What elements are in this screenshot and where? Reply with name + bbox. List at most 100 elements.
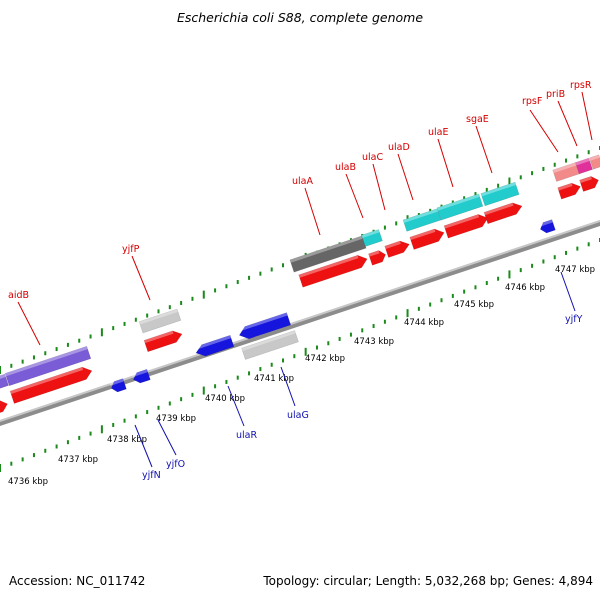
gene-label-leader [557, 100, 578, 147]
gene-label-leader [134, 424, 153, 468]
feature-block-priB [575, 157, 593, 175]
accession-text: Accession: NC_011742 [9, 574, 146, 588]
scale-tick-label: 4742 kbp [305, 354, 345, 364]
forward-gene-shine [444, 214, 480, 229]
gene-label-leader [345, 173, 364, 219]
scale-tick-label: 4737 kbp [58, 455, 98, 465]
forward-gene-shine [144, 330, 174, 344]
forward-gene-shine [384, 241, 401, 249]
forward-gene-shine [368, 250, 380, 257]
reverse-gene [241, 330, 299, 360]
gene-label-leader [304, 187, 321, 236]
forward-gene [9, 366, 93, 404]
page-title: Escherichia coli S88, complete genome [176, 10, 424, 25]
scale-tick-label: 4746 kbp [505, 283, 545, 293]
gene-label-rpsR: rpsR [570, 80, 592, 91]
forward-gene [483, 202, 523, 225]
feature-block-yjfP-body [138, 308, 182, 334]
gene-label-leader [227, 385, 245, 427]
feature-block-shine [0, 374, 6, 382]
feature-block-rpsF-body [552, 162, 580, 182]
reverse-gene-body [133, 368, 151, 384]
reverse-gene-body [110, 378, 127, 393]
feature-block-ulaB [361, 229, 383, 247]
forward-gene-shine [579, 176, 592, 183]
scale-tick-label: 4741 kbp [254, 374, 294, 384]
scale-tick-label: 4747 kbp [555, 265, 595, 275]
feature-block-sgaE-body [480, 181, 520, 207]
scale-tick-label: 4744 kbp [404, 318, 444, 328]
forward-gene [368, 250, 386, 266]
forward-gene-body [579, 176, 599, 192]
reverse-gene-body [539, 219, 556, 234]
gene-label-leader [131, 255, 151, 301]
feature-block-ulaC [402, 208, 442, 232]
forward-gene-body [0, 399, 8, 417]
forward-gene-body [298, 254, 368, 288]
gene-label-yjfY: yjfY [565, 314, 583, 325]
gene-label-leader [581, 91, 593, 141]
forward-gene-body [483, 202, 523, 225]
reverse-gene [194, 334, 235, 357]
gene-label-priB: priB [546, 89, 565, 100]
feature-block-ulaE-body [436, 193, 484, 221]
forward-gene-body [9, 366, 93, 404]
gene-label-ulaE: ulaE [428, 127, 448, 138]
feature-block-ulaE [436, 193, 484, 221]
gene-label-sgaE: sgaE [466, 114, 489, 125]
feature-block-priB-body [575, 157, 593, 175]
reverse-gene-shine [109, 378, 124, 386]
gene-label-leader [372, 163, 386, 211]
gene-label-leader [17, 301, 41, 346]
feature-block-ulaA-body [289, 235, 367, 273]
forward-gene [409, 228, 445, 250]
gene-label-ulaG: ulaG [287, 410, 309, 421]
feature-block-aidB-shine [5, 346, 88, 377]
forward-gene-shine [10, 367, 84, 394]
reverse-gene-body [238, 312, 292, 340]
genome-backbone-highlight [0, 220, 600, 422]
gene-label-aidB: aidB [8, 290, 29, 301]
forward-gene-shine [484, 202, 514, 216]
gene-label-leader [280, 366, 296, 407]
forward-gene-body [143, 330, 183, 353]
forward-gene-body [557, 182, 581, 200]
reverse-gene-body [241, 330, 299, 360]
reverse-gene-shine [194, 335, 232, 351]
forward-gene [143, 330, 183, 353]
forward-gene [298, 254, 368, 288]
feature-block-priB-shine [575, 158, 590, 166]
gene-label-ulaD: ulaD [388, 142, 410, 153]
gene-label-leader [529, 109, 559, 153]
reverse-gene [131, 368, 151, 384]
gene-label-ulaA: ulaA [292, 176, 313, 187]
scale-tick-label: 4738 kbp [107, 435, 147, 445]
feature-block-ulaC-shine [403, 208, 439, 223]
feature-block-sgaE [480, 181, 520, 207]
feature-block-ulaA-shine [289, 235, 363, 263]
forward-gene [443, 214, 489, 239]
reverse-gene-shine [538, 219, 553, 227]
gene-label-leader [397, 153, 414, 201]
forward-gene [579, 176, 599, 192]
reverse-gene [538, 219, 556, 234]
forward-gene-body [409, 228, 445, 250]
reverse-gene-shine [131, 369, 148, 378]
scale-tick-label: 4745 kbp [454, 300, 494, 310]
genome-summary-text: Topology: circular; Length: 5,032,268 bp… [263, 574, 593, 588]
feature-block-body [0, 373, 9, 391]
gene-label-yjfP: yjfP [122, 244, 140, 255]
feature-block-aidB [4, 345, 92, 387]
forward-gene-shine [557, 183, 573, 191]
feature-block-rpsF-shine [552, 162, 577, 173]
feature-block-sgaE-shine [480, 182, 516, 197]
reverse-gene-body [195, 334, 235, 357]
feature-block-rpsF [552, 162, 580, 182]
feature-block-aidB-body [4, 345, 92, 387]
forward-gene [557, 182, 581, 200]
feature-block-ulaB-shine [361, 229, 380, 238]
forward-gene-body [443, 214, 489, 239]
reverse-gene [237, 312, 292, 340]
forward-gene-body [368, 250, 386, 266]
feature-block-ulaA [289, 235, 367, 273]
